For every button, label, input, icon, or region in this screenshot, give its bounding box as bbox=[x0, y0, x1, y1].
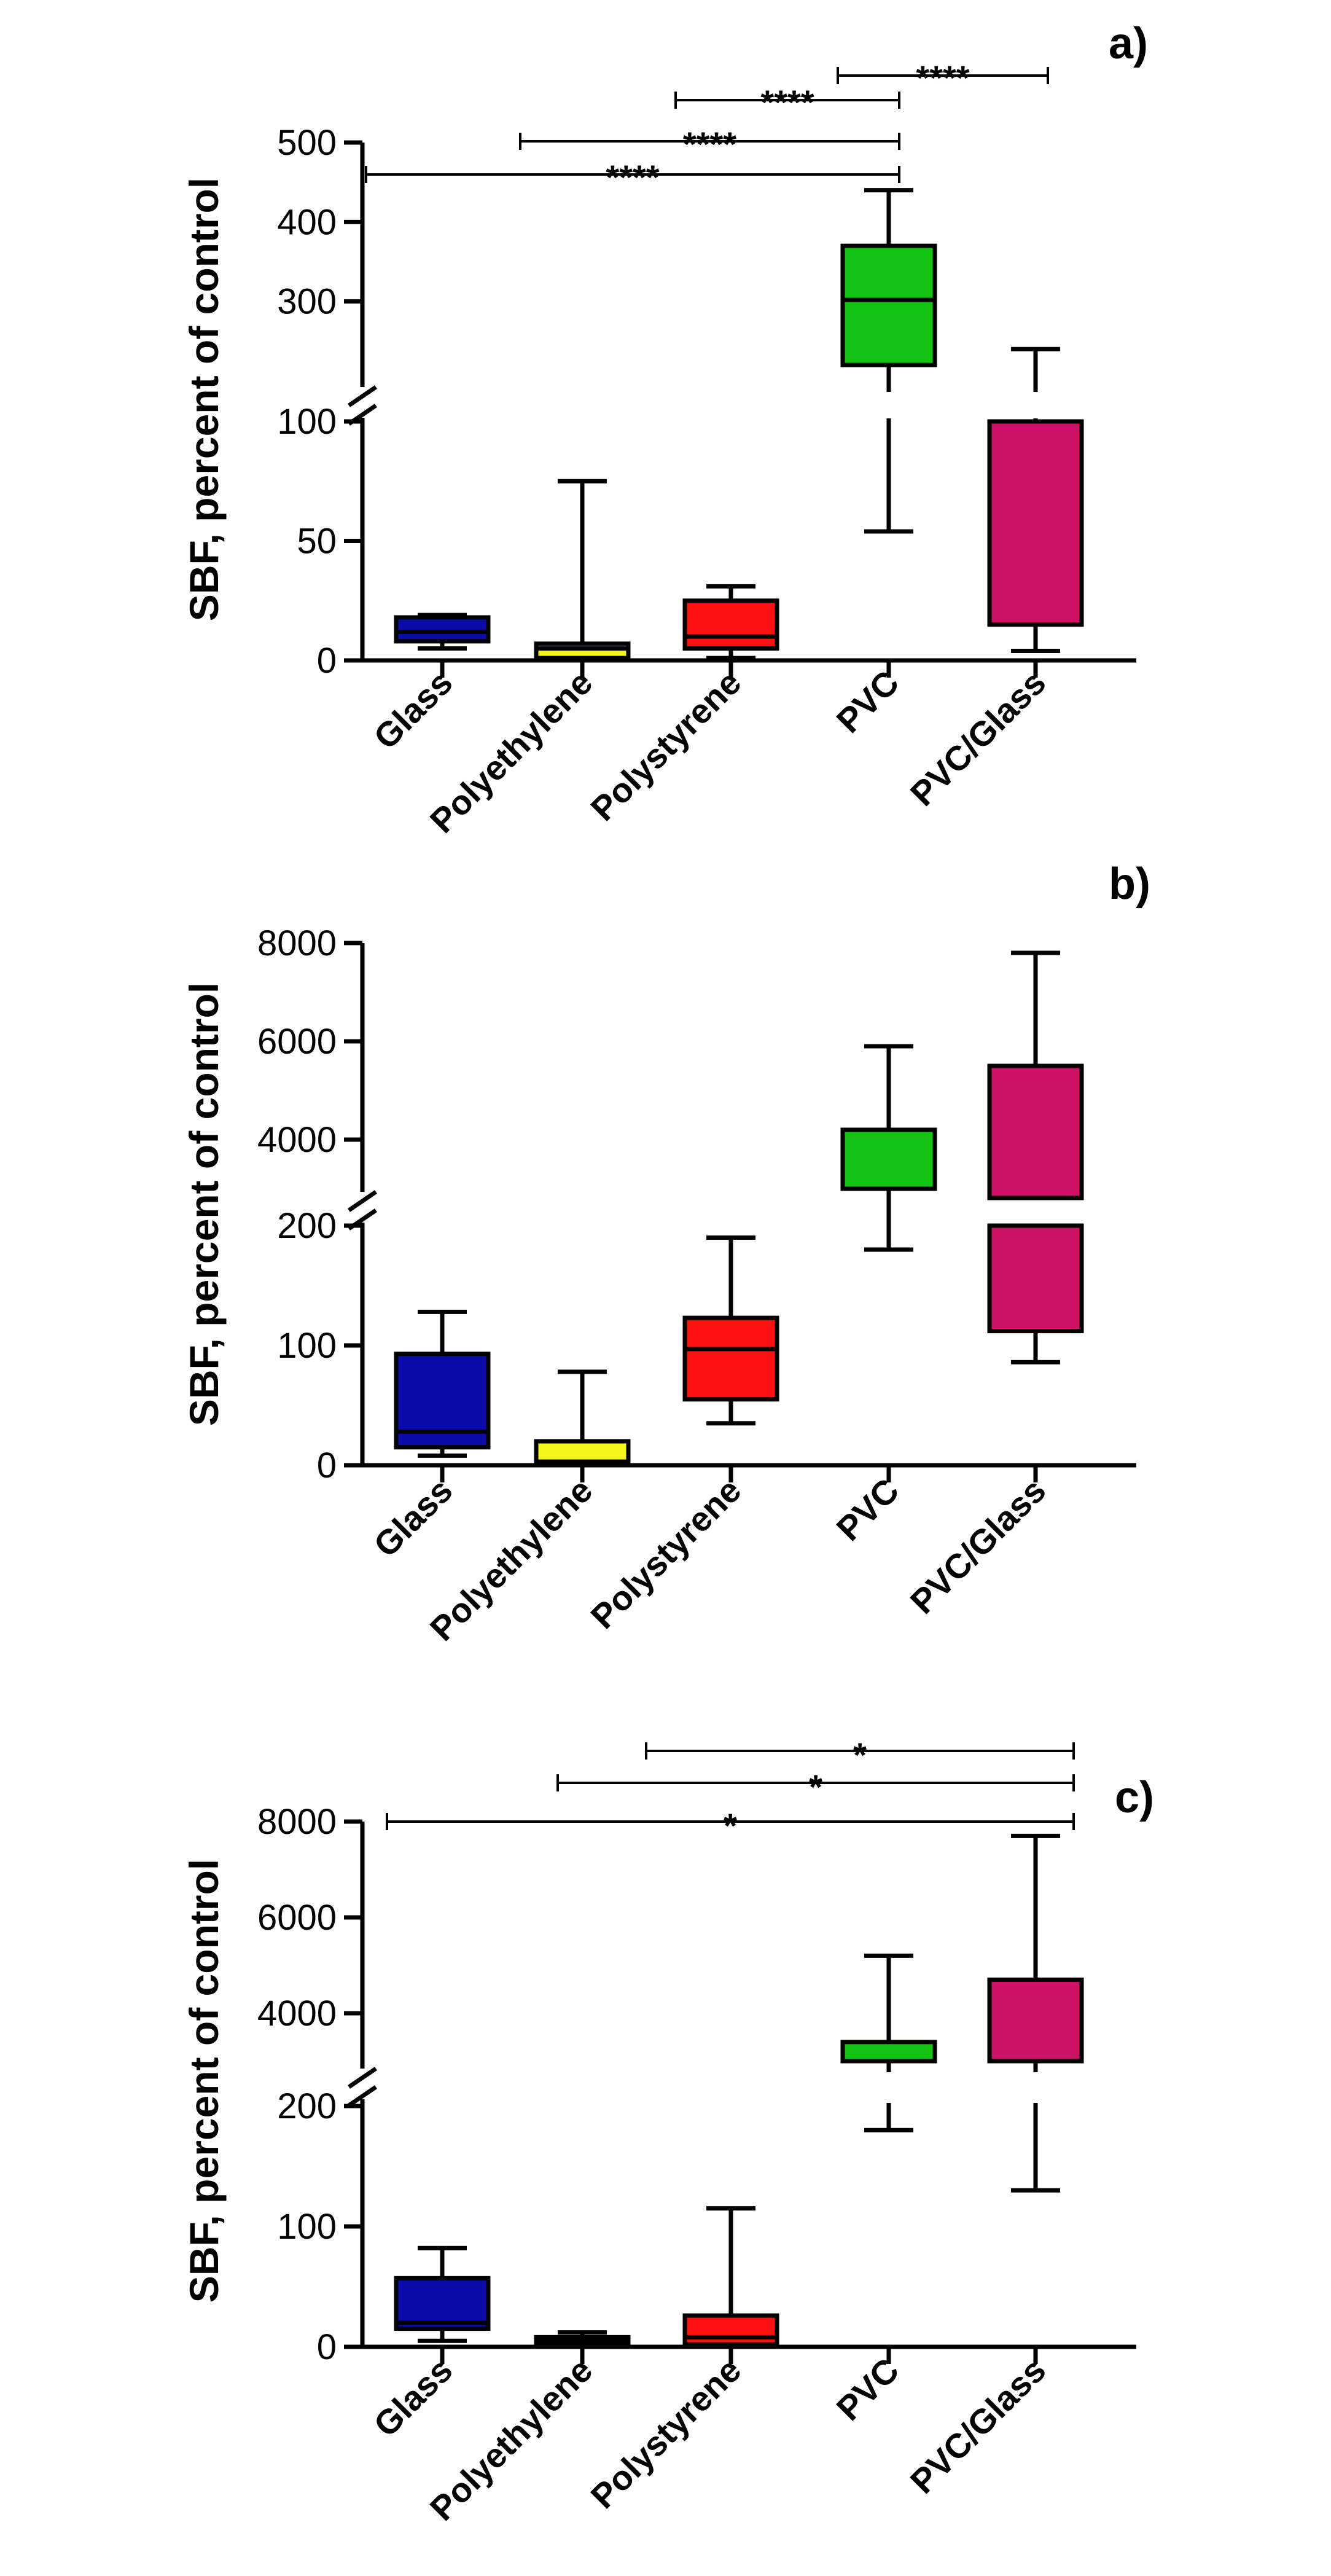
category-label: Glass bbox=[366, 663, 459, 756]
y-tick-label: 500 bbox=[277, 123, 337, 163]
significance-bracket: **** bbox=[674, 83, 900, 122]
significance-bracket: **** bbox=[365, 158, 900, 197]
axis-break-mark bbox=[348, 2067, 377, 2089]
significance-bracket: **** bbox=[837, 58, 1049, 97]
y-tick-label: 0 bbox=[317, 1446, 337, 1486]
y-tick-label: 200 bbox=[277, 2086, 337, 2126]
significance-stars: **** bbox=[760, 83, 814, 122]
significance-stars: * bbox=[809, 1768, 822, 1806]
y-tick-label: 200 bbox=[277, 1206, 337, 1246]
significance-bracket: * bbox=[556, 1768, 1075, 1806]
y-axis-label: SBF, percent of control bbox=[181, 982, 227, 1426]
axis-break-mark bbox=[348, 1190, 377, 1212]
box-pvc-glass bbox=[987, 346, 1084, 653]
box-rect bbox=[987, 1063, 1084, 1200]
box-pvc-glass bbox=[987, 1833, 1084, 2193]
box-rect bbox=[840, 1127, 937, 1191]
panel-label: a) bbox=[1109, 19, 1148, 68]
category-label: Polystyrene bbox=[583, 663, 748, 828]
box-polyethylene bbox=[534, 2330, 631, 2349]
significance-stars: **** bbox=[916, 58, 969, 97]
y-tick-label: 0 bbox=[317, 641, 337, 681]
category-label: PVC bbox=[829, 2351, 907, 2428]
significance-bracket: **** bbox=[519, 125, 900, 163]
category-label: PVC/Glass bbox=[903, 2351, 1053, 2501]
y-tick-label: 300 bbox=[277, 282, 337, 322]
box-glass bbox=[394, 2245, 491, 2343]
significance-stars: * bbox=[724, 1806, 737, 1845]
panel-label: b) bbox=[1109, 859, 1150, 909]
category-label: PVC bbox=[829, 663, 907, 740]
box-pvc bbox=[840, 1044, 937, 1252]
axis-break-mark bbox=[348, 385, 377, 407]
category-label: PVC/Glass bbox=[903, 663, 1053, 813]
significance-bracket: * bbox=[386, 1806, 1075, 1845]
panel-a: a) 0 50 100 300 400 500 SBF, percent of control… bbox=[181, 19, 1148, 840]
y-tick-label: 100 bbox=[277, 2207, 337, 2247]
box-glass bbox=[394, 1309, 491, 1458]
box-rect bbox=[682, 1315, 779, 1402]
box-rect bbox=[394, 2276, 491, 2331]
box-rect bbox=[840, 2040, 937, 2064]
significance-stars: **** bbox=[683, 125, 736, 163]
y-axis-label: SBF, percent of control bbox=[181, 178, 227, 621]
y-tick-label: 0 bbox=[317, 2327, 337, 2367]
box-polyethylene bbox=[534, 1369, 631, 1468]
box-rect bbox=[534, 641, 631, 660]
box-pvc bbox=[840, 188, 937, 534]
panel-b: b) 0 100 200 4000 6000 8000 SBF, percent of con… bbox=[181, 859, 1150, 1648]
category-label: Glass bbox=[366, 1471, 459, 1564]
panel-c: c) 0 100 200 4000 6000 8000 SBF, percent of con… bbox=[181, 1736, 1154, 2528]
y-tick-label: 100 bbox=[277, 1326, 337, 1366]
box-polystyrene bbox=[682, 1235, 779, 1426]
category-label: Polystyrene bbox=[583, 2351, 748, 2516]
y-tick-label: 4000 bbox=[257, 1120, 337, 1160]
category-label: Polystyrene bbox=[583, 1471, 748, 1636]
category-label: PVC/Glass bbox=[903, 1471, 1053, 1621]
y-tick-label: 6000 bbox=[257, 1022, 337, 1062]
box-rect bbox=[682, 598, 779, 651]
box-rect bbox=[987, 1977, 1084, 2064]
y-tick-label: 400 bbox=[277, 202, 337, 242]
box-polystyrene bbox=[682, 584, 779, 660]
significance-stars: **** bbox=[606, 158, 659, 197]
box-rect bbox=[682, 2313, 779, 2347]
category-label: Glass bbox=[366, 2351, 459, 2444]
y-tick-label: 50 bbox=[297, 522, 337, 562]
axis-break-mark bbox=[348, 2085, 377, 2107]
y-tick-label: 8000 bbox=[257, 1802, 337, 1842]
significance-stars: * bbox=[853, 1736, 867, 1774]
box-rect bbox=[987, 1223, 1084, 1334]
box-polystyrene bbox=[682, 2206, 779, 2349]
box-pvc-glass bbox=[987, 950, 1084, 1364]
significance-bracket: * bbox=[645, 1736, 1075, 1774]
box-rect bbox=[840, 243, 937, 367]
box-rect bbox=[394, 615, 491, 644]
box-pvc bbox=[840, 1953, 937, 2132]
box-polyethylene bbox=[534, 479, 631, 663]
y-tick-label: 6000 bbox=[257, 1898, 337, 1938]
y-tick-label: 8000 bbox=[257, 923, 337, 963]
y-tick-label: 100 bbox=[277, 402, 337, 442]
category-label: PVC bbox=[829, 1471, 907, 1548]
box-glass bbox=[394, 613, 491, 651]
y-axis-label: SBF, percent of control bbox=[181, 1859, 227, 2303]
box-rect bbox=[987, 419, 1084, 627]
panel-label: c) bbox=[1115, 1773, 1154, 1822]
y-tick-label: 4000 bbox=[257, 1994, 337, 2034]
